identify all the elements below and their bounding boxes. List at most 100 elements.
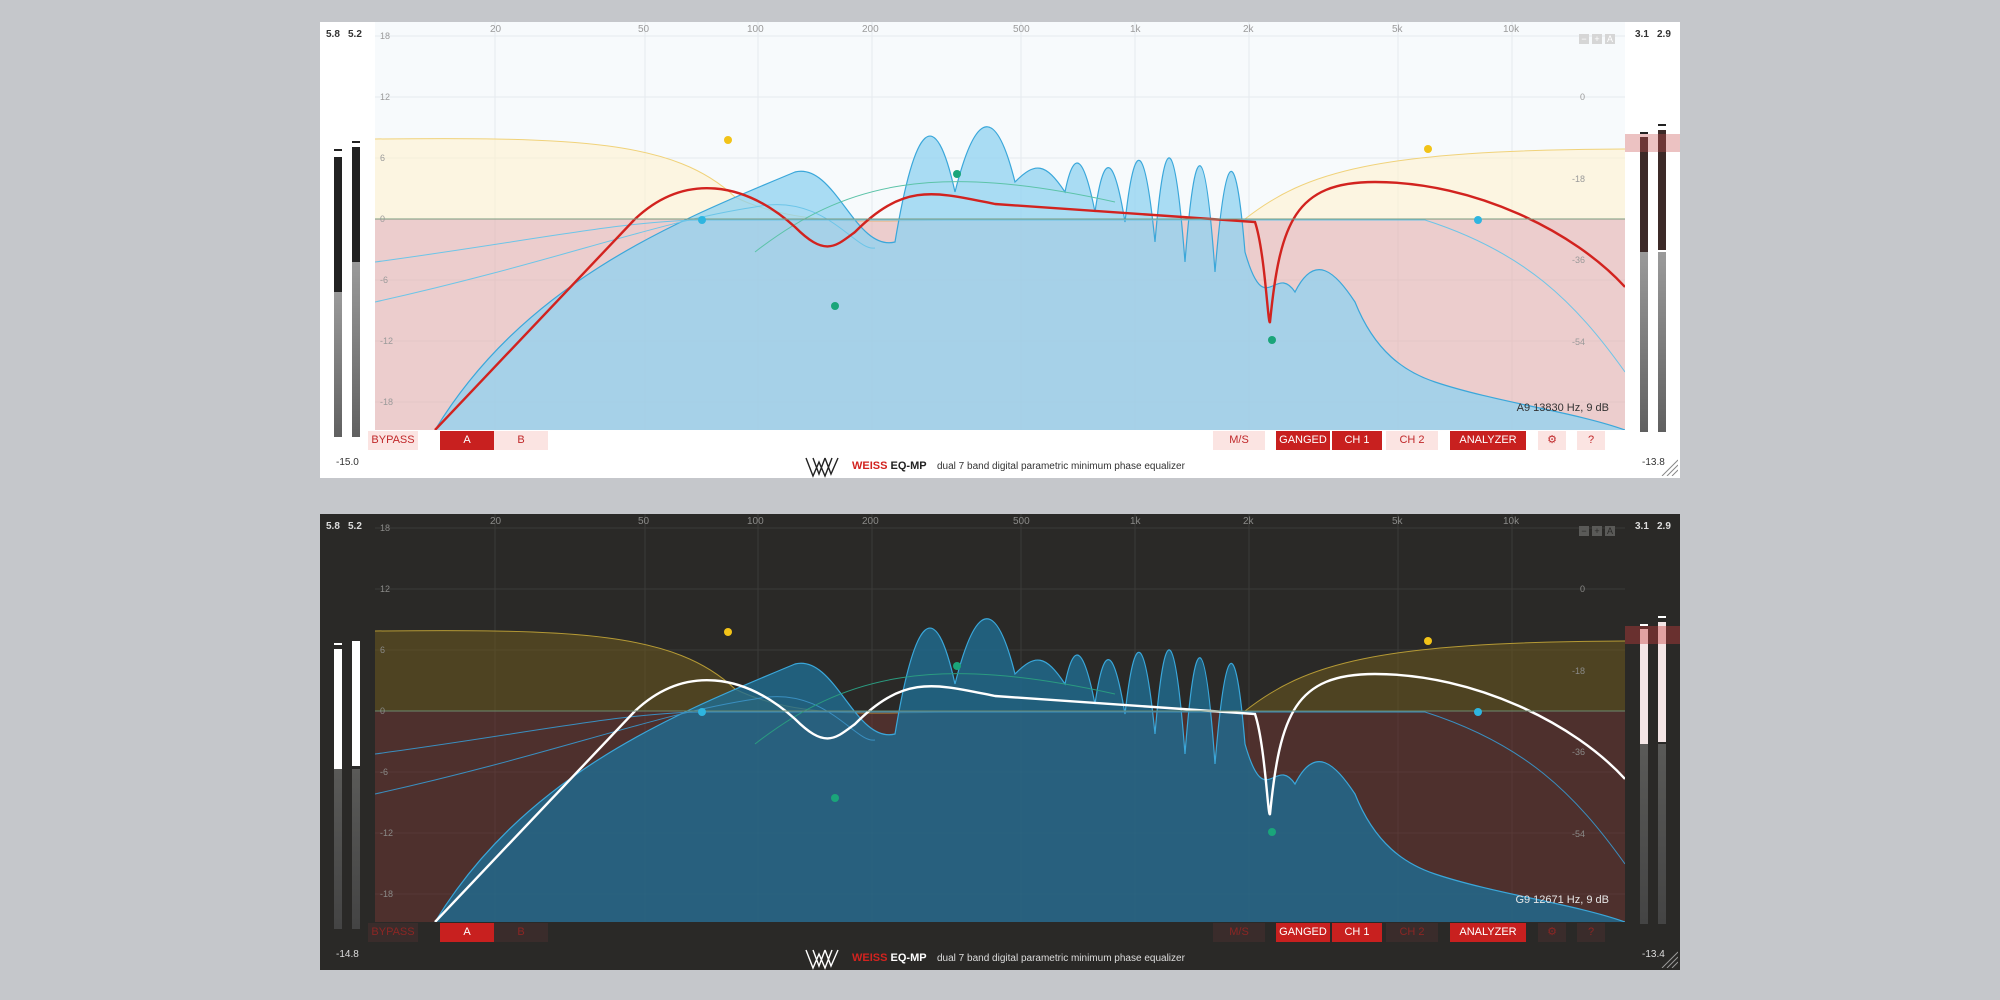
ms-button[interactable]: M/S xyxy=(1213,923,1265,942)
freq-label-5k: 5k xyxy=(1392,24,1403,35)
freq-label-50: 50 xyxy=(638,516,650,527)
left-meter-min: -15.0 xyxy=(336,457,359,468)
input-meter-left xyxy=(334,127,342,437)
freq-label-200: 200 xyxy=(862,24,879,35)
ganged-button[interactable]: GANGED xyxy=(1276,923,1330,942)
analyzer-button[interactable]: ANALYZER xyxy=(1450,431,1526,450)
zoom-in-button[interactable]: + xyxy=(1592,34,1602,44)
weiss-logo-icon xyxy=(805,949,839,970)
right-peak-1: 3.1 xyxy=(1635,521,1649,532)
brand-tagline: dual 7 band digital parametric minimum p… xyxy=(937,461,1185,472)
input-meter-right xyxy=(352,127,360,437)
brand-product: EQ-MP xyxy=(890,952,927,964)
db-label-18: 18 xyxy=(380,523,391,533)
output-gain-handle[interactable] xyxy=(1625,134,1680,152)
input-meter-right xyxy=(352,619,360,929)
ch1-button[interactable]: CH 1 xyxy=(1332,431,1382,450)
analyzer-label-0: 0 xyxy=(1579,584,1585,594)
freq-label-1k: 1k xyxy=(1130,24,1141,35)
output-meter-left xyxy=(1640,122,1648,432)
zoom-auto-button[interactable]: A xyxy=(1605,526,1615,536)
eq-graph[interactable]: 20 50 100 200 500 1k 2k 5k 10k 18 12 6 0… xyxy=(375,514,1625,922)
weiss-logo-icon xyxy=(805,457,839,478)
settings-button[interactable]: ⚙ xyxy=(1538,431,1566,450)
band-handle-cyan-high xyxy=(1474,708,1482,716)
analyzer-label-0: 0 xyxy=(1579,92,1585,102)
brand-tagline: dual 7 band digital parametric minimum p… xyxy=(937,953,1185,964)
zoom-controls: − + A xyxy=(1579,34,1615,44)
band-handle-cyan-low xyxy=(698,708,706,716)
brand-weiss: WEISS xyxy=(852,460,888,472)
db-label-minus12: -12 xyxy=(380,828,394,838)
db-label-minus6: -6 xyxy=(380,275,389,285)
ch2-button[interactable]: CH 2 xyxy=(1386,431,1438,450)
right-peak-2: 2.9 xyxy=(1657,29,1671,40)
brand-weiss: WEISS xyxy=(852,952,888,964)
freq-label-100: 100 xyxy=(747,516,764,527)
zoom-controls: − + A xyxy=(1579,526,1615,536)
eq-graph[interactable]: 20 50 100 200 500 1k 2k 5k 10k 18 12 6 0… xyxy=(375,22,1625,430)
freq-label-200: 200 xyxy=(862,516,879,527)
preset-b-button[interactable]: B xyxy=(494,431,548,450)
db-label-minus18: -18 xyxy=(380,397,394,407)
output-meter-right xyxy=(1658,122,1666,432)
help-button[interactable]: ? xyxy=(1577,431,1605,450)
preset-b-button[interactable]: B xyxy=(494,923,548,942)
band-handle-yellow-low xyxy=(724,628,732,636)
freq-label-20: 20 xyxy=(490,24,502,35)
analyzer-label-minus36: -36 xyxy=(1571,255,1585,265)
freq-label-5k: 5k xyxy=(1392,516,1403,527)
brand-product: EQ-MP xyxy=(890,460,927,472)
eq-panel-light: 5.8 5.2 -15.0 xyxy=(320,22,1680,478)
zoom-in-button[interactable]: + xyxy=(1592,526,1602,536)
right-meter-min: -13.8 xyxy=(1642,457,1665,468)
input-meter-left xyxy=(334,619,342,929)
db-label-6: 6 xyxy=(380,645,386,655)
band-handle-green-mid xyxy=(953,662,961,670)
footer: WEISS EQ-MP dual 7 band digital parametr… xyxy=(320,456,1680,478)
freq-label-500: 500 xyxy=(1013,24,1030,35)
db-label-6: 6 xyxy=(380,153,386,163)
analyzer-label-minus54: -54 xyxy=(1571,337,1585,347)
analyzer-button[interactable]: ANALYZER xyxy=(1450,923,1526,942)
bypass-button[interactable]: BYPASS xyxy=(368,431,418,450)
freq-label-2k: 2k xyxy=(1243,516,1254,527)
bypass-button[interactable]: BYPASS xyxy=(368,923,418,942)
band-handle-yellow-high xyxy=(1424,637,1432,645)
db-label-12: 12 xyxy=(380,584,391,594)
band-handle-cyan-low xyxy=(698,216,706,224)
zoom-out-button[interactable]: − xyxy=(1579,34,1589,44)
band-handle-cyan-high xyxy=(1474,216,1482,224)
right-peak-2: 2.9 xyxy=(1657,521,1671,532)
output-meter-left xyxy=(1640,614,1648,924)
help-button[interactable]: ? xyxy=(1577,923,1605,942)
ch1-button[interactable]: CH 1 xyxy=(1332,923,1382,942)
left-peak-1: 5.8 xyxy=(326,521,340,532)
left-meter-min: -14.8 xyxy=(336,949,359,960)
left-peak-2: 5.2 xyxy=(348,29,362,40)
freq-label-2k: 2k xyxy=(1243,24,1254,35)
ms-button[interactable]: M/S xyxy=(1213,431,1265,450)
preset-a-button[interactable]: A xyxy=(440,923,494,942)
freq-label-10k: 10k xyxy=(1503,516,1520,527)
preset-a-button[interactable]: A xyxy=(440,431,494,450)
resize-grip-icon[interactable] xyxy=(1658,456,1678,476)
analyzer-label-minus36: -36 xyxy=(1571,747,1585,757)
db-label-18: 18 xyxy=(380,31,391,41)
settings-button[interactable]: ⚙ xyxy=(1538,923,1566,942)
ch2-button[interactable]: CH 2 xyxy=(1386,923,1438,942)
resize-grip-icon[interactable] xyxy=(1658,948,1678,968)
zoom-out-button[interactable]: − xyxy=(1579,526,1589,536)
right-meter-min: -13.4 xyxy=(1642,949,1665,960)
analyzer-label-minus54: -54 xyxy=(1571,829,1585,839)
analyzer-label-minus18: -18 xyxy=(1571,666,1585,676)
left-peak-2: 5.2 xyxy=(348,521,362,532)
ganged-button[interactable]: GANGED xyxy=(1276,431,1330,450)
output-gain-handle[interactable] xyxy=(1625,626,1680,644)
band-handle-green-high xyxy=(1268,336,1276,344)
freq-label-10k: 10k xyxy=(1503,24,1520,35)
db-label-minus12: -12 xyxy=(380,336,394,346)
db-label-0: 0 xyxy=(380,706,386,716)
zoom-auto-button[interactable]: A xyxy=(1605,34,1615,44)
footer: WEISS EQ-MP dual 7 band digital parametr… xyxy=(320,948,1680,970)
